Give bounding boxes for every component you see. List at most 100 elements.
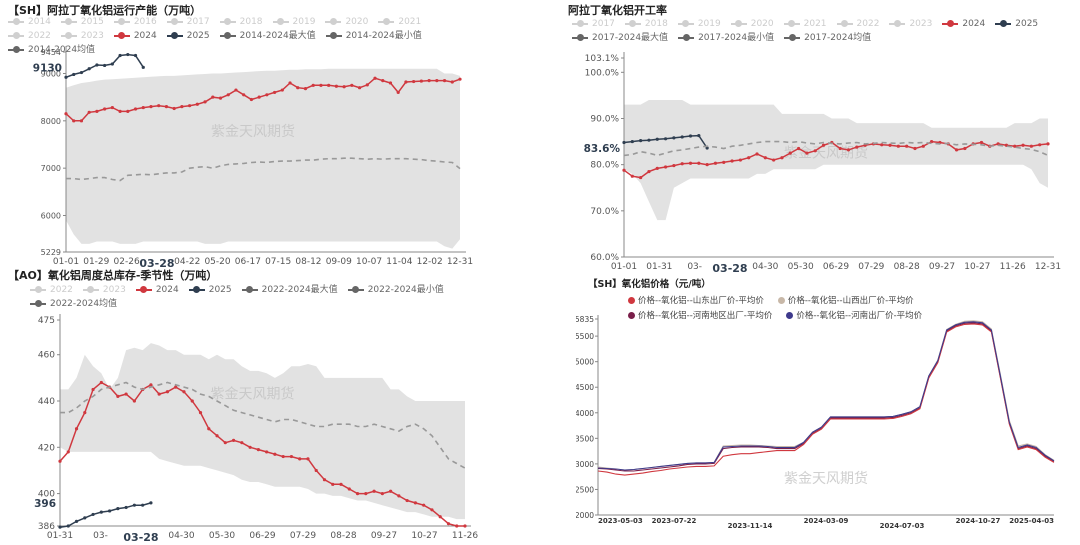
data-point	[124, 392, 128, 396]
legend-item[interactable]: 2017	[166, 15, 210, 29]
legend-item[interactable]: 2023	[889, 17, 932, 31]
y-tick-label: 6000	[41, 212, 61, 221]
y-tick-label: 90.0%	[590, 114, 619, 124]
legend-item[interactable]: 2019	[272, 15, 315, 29]
legend-item[interactable]: 2024	[113, 29, 157, 43]
legend-item[interactable]: 2021	[378, 15, 421, 29]
legend-item[interactable]: 2019	[677, 17, 721, 31]
legend-label: 价格--氧化铝--山东出厂价-平均价	[638, 296, 764, 306]
data-point	[95, 109, 99, 113]
legend-item[interactable]: 2015	[60, 15, 104, 29]
legend-swatch	[113, 18, 130, 26]
x-tick-label: 09-27	[929, 262, 955, 272]
data-point	[747, 156, 751, 160]
data-point	[132, 399, 136, 403]
y-tick-label: 3500	[576, 434, 594, 443]
legend-item[interactable]: 2024	[942, 17, 985, 31]
data-point	[288, 81, 292, 85]
legend-item[interactable]: 2022	[8, 29, 51, 43]
legend-item[interactable]: 2025	[188, 283, 232, 297]
legend-item[interactable]: 2023	[82, 283, 126, 297]
legend-item[interactable]: 2021	[783, 17, 827, 31]
data-point	[339, 482, 343, 486]
legend-swatch	[677, 20, 694, 28]
data-point	[755, 152, 759, 156]
legend-swatch	[784, 34, 801, 42]
legend-item[interactable]: 2022	[836, 17, 879, 31]
legend-label: 2024	[155, 285, 179, 295]
legend-swatch	[241, 286, 258, 294]
legend-item[interactable]: 2024	[135, 283, 179, 297]
legend-swatch	[166, 18, 183, 26]
legend-item[interactable]: 2017	[572, 17, 615, 31]
legend-item[interactable]: 价格--氧化铝--山东出厂价-平均价	[628, 295, 764, 307]
legend-item[interactable]: 2014-2024最小值	[325, 29, 422, 43]
legend-item[interactable]: 2022-2024最大值	[241, 283, 338, 297]
data-point	[190, 399, 194, 403]
legend-swatch	[347, 286, 364, 294]
legend-item[interactable]: 2016	[113, 15, 157, 29]
legend-label: 2017-2024最小值	[698, 33, 775, 43]
legend-item[interactable]: 2014	[8, 15, 51, 29]
legend-item[interactable]: 价格--氧化铝--河南出厂价-平均价	[786, 310, 922, 322]
legend-item[interactable]: 2017-2024最大值	[572, 31, 668, 45]
legend-label: 价格--氧化铝--山西出厂价-平均价	[787, 296, 914, 306]
series-line-2022-2024均值	[60, 381, 466, 469]
series-line	[597, 322, 1055, 472]
y-tick-label: 8000	[41, 117, 61, 126]
legend-label: 2023	[102, 285, 126, 295]
legend-swatch	[628, 312, 635, 319]
data-point	[655, 166, 659, 170]
legend-swatch	[572, 34, 588, 42]
legend-item[interactable]: 2017-2024均值	[784, 31, 871, 45]
legend-item[interactable]: 2020	[730, 17, 774, 31]
data-point	[83, 410, 87, 415]
y-tick-label: 440	[38, 397, 55, 407]
legend-item[interactable]: 2018	[624, 17, 668, 31]
legend-item[interactable]: 2023	[60, 29, 104, 43]
data-point	[249, 97, 254, 102]
data-point	[450, 80, 454, 84]
range-band	[624, 100, 1048, 221]
x-tick-label: 07-29	[858, 262, 884, 272]
data-point	[680, 162, 684, 166]
x-tick-label: 2023-11-14	[728, 522, 773, 530]
x-tick-label: 09-27	[371, 531, 397, 541]
legend-item[interactable]: 价格--氧化铝--山西出厂价-平均价	[777, 295, 914, 307]
legend-item[interactable]: 2020	[325, 15, 368, 29]
legend-item[interactable]: 2018	[219, 15, 263, 29]
legend-label: 价格--氧化铝--河南出厂价-平均价	[796, 311, 923, 321]
data-point	[74, 427, 79, 431]
data-point	[226, 93, 230, 97]
data-point	[66, 450, 70, 454]
data-point	[647, 169, 651, 174]
y-tick-label: 9454	[41, 48, 61, 57]
legend-item[interactable]: 2025	[166, 29, 210, 43]
data-point	[265, 450, 269, 454]
legend-swatch	[82, 286, 99, 294]
x-tick-label: 11-26	[1000, 262, 1026, 272]
data-point	[913, 146, 917, 151]
data-point	[157, 104, 161, 108]
data-point	[347, 487, 351, 491]
legend-item[interactable]: 2014-2024均值	[8, 43, 95, 57]
y-tick-label: 5229	[41, 248, 61, 257]
legend-item[interactable]: 2022-2024最小值	[347, 283, 444, 297]
data-point	[296, 86, 300, 90]
data-point	[110, 105, 114, 110]
data-point	[99, 510, 103, 514]
series-line	[597, 320, 1055, 471]
legend-item[interactable]: 2022-2024均值	[30, 297, 117, 311]
data-point	[116, 394, 120, 398]
y-tick-label: 5500	[576, 332, 594, 341]
legend-label: 2015	[80, 17, 104, 27]
data-point	[357, 86, 362, 90]
legend-item[interactable]: 2017-2024最小值	[678, 31, 774, 45]
legend-item[interactable]: 2025	[995, 17, 1038, 31]
x-tick-label: 03-28	[123, 531, 158, 544]
legend-label: 2018	[644, 19, 668, 29]
legend-item[interactable]: 2014-2024最大值	[219, 29, 316, 43]
data-point	[896, 144, 900, 148]
legend-item[interactable]: 价格--氧化铝--河南地区出厂-平均价	[628, 310, 772, 322]
legend-item[interactable]: 2022	[30, 283, 73, 297]
